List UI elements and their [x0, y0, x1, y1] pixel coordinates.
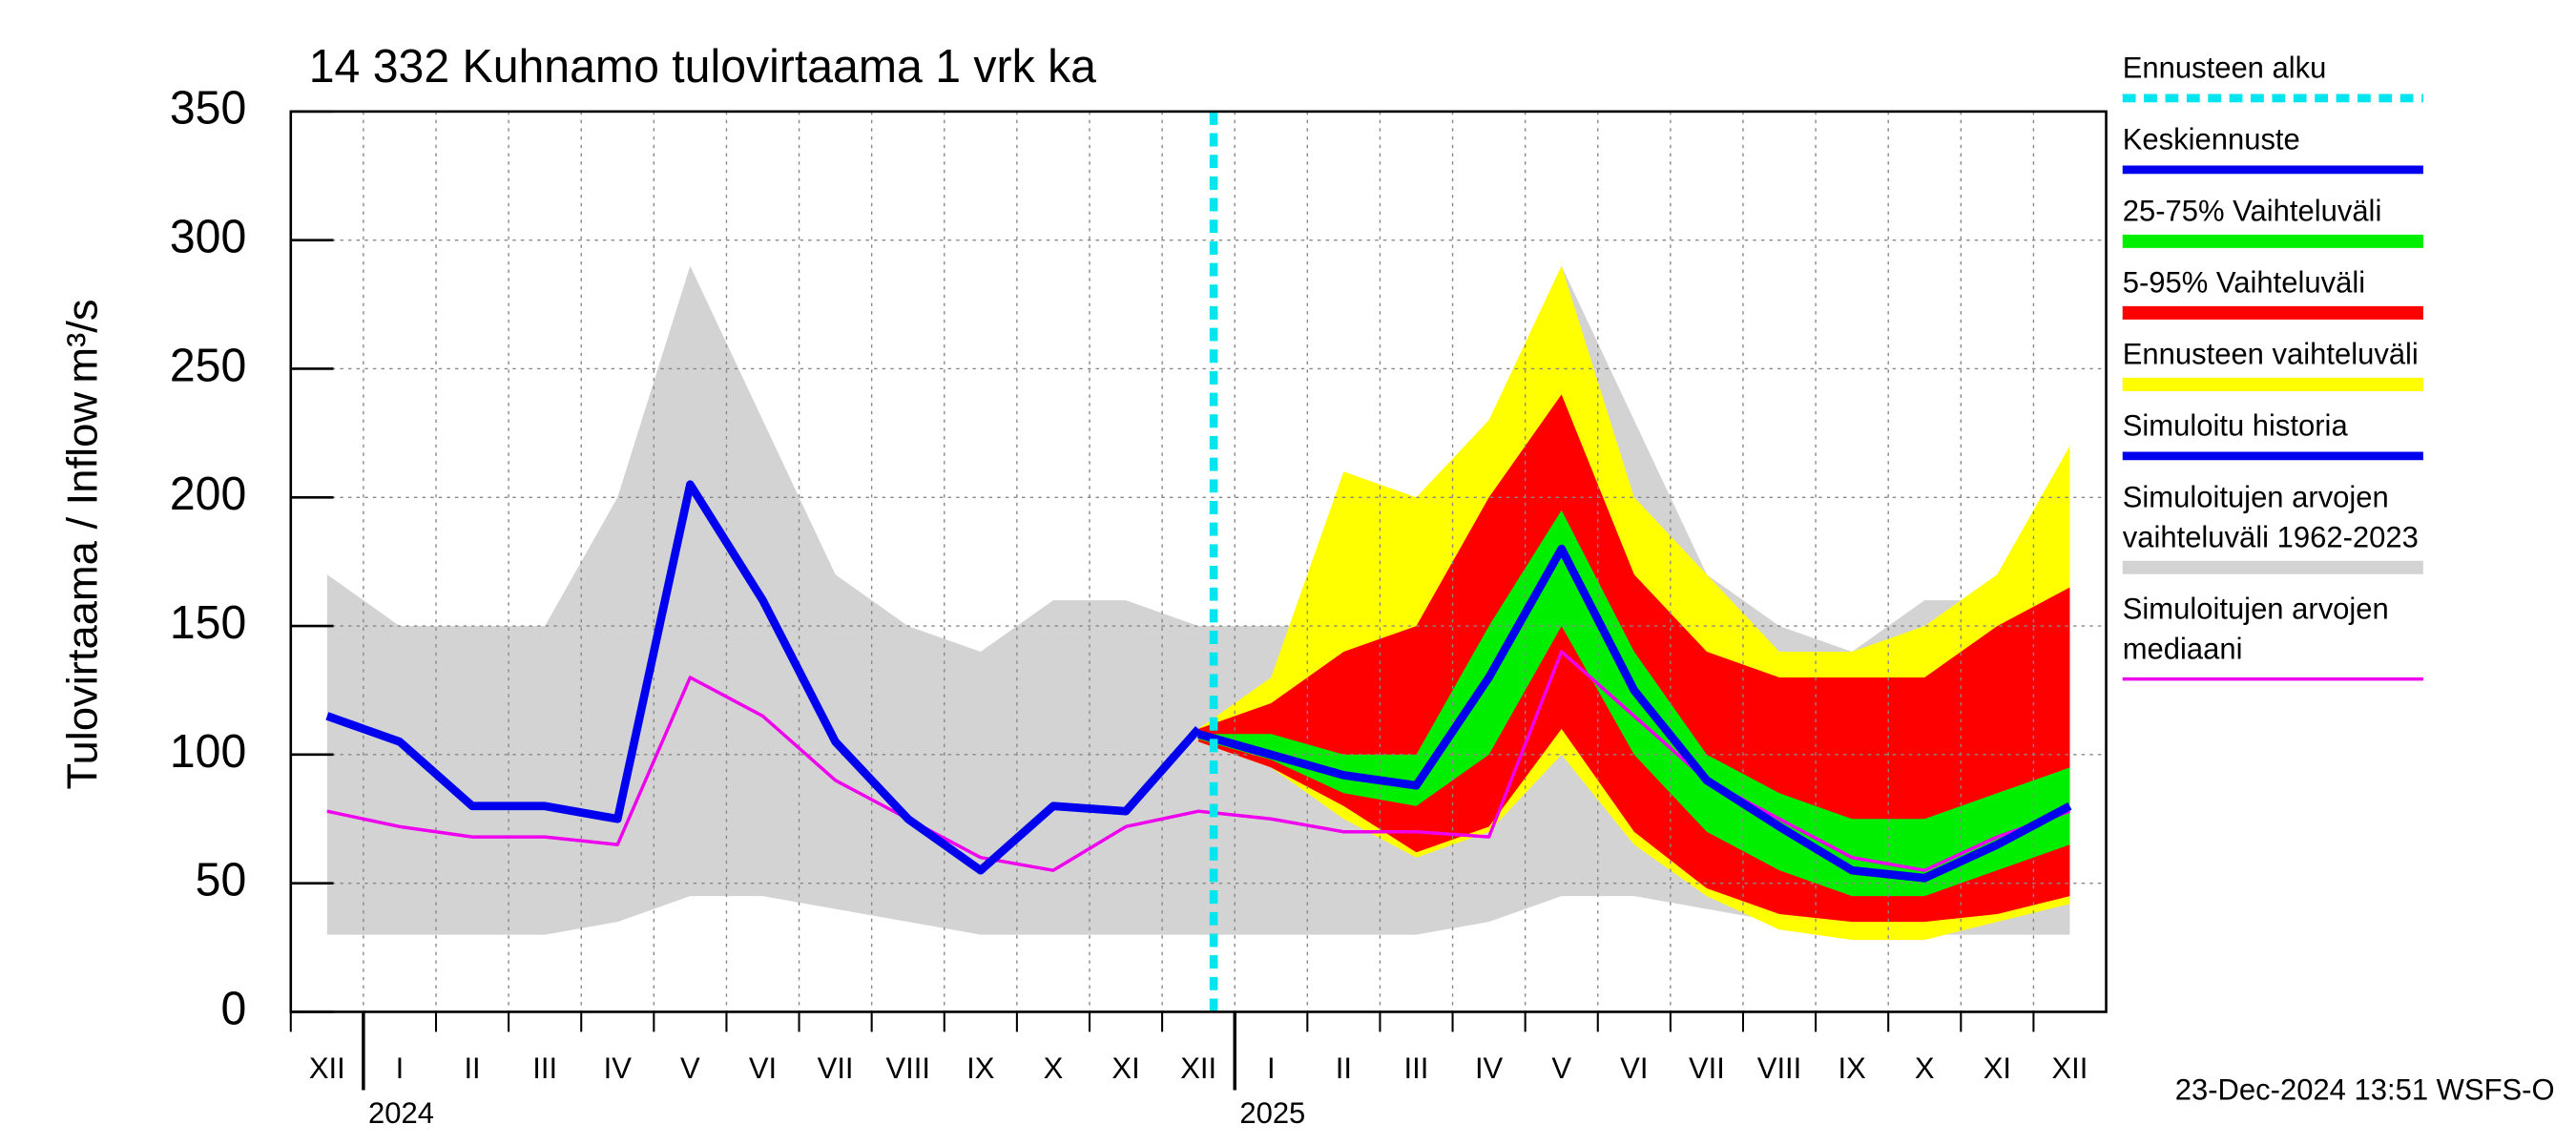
legend-label: Ennusteen vaihteluväli	[2123, 337, 2419, 370]
y-tick-label: 300	[170, 211, 246, 262]
x-tick-label: IX	[1839, 1051, 1866, 1085]
x-tick-label: I	[1267, 1051, 1276, 1085]
x-tick-label: X	[1044, 1051, 1064, 1085]
x-tick-label: XII	[1180, 1051, 1216, 1085]
y-tick-label: 200	[170, 468, 246, 520]
x-tick-label: VIII	[1757, 1051, 1801, 1085]
x-tick-label: IV	[604, 1051, 632, 1085]
line	[326, 650, 2071, 872]
legend-label: Simuloitujen arvojen	[2123, 480, 2389, 513]
x-tick-label: XII	[2052, 1051, 2088, 1085]
x-tick-label: III	[532, 1051, 557, 1085]
x-tick-label: I	[396, 1051, 405, 1085]
x-tick-label: VI	[1620, 1051, 1648, 1085]
x-tick-label: IV	[1475, 1051, 1503, 1085]
line	[325, 480, 1202, 875]
y-axis-unit: m³/s	[58, 299, 107, 383]
x-tick-label: IX	[966, 1051, 994, 1085]
x-tick-label: XI	[1111, 1051, 1139, 1085]
x-tick-label: V	[1551, 1051, 1571, 1085]
x-tick-label: XI	[1984, 1051, 2011, 1085]
y-tick-label: 100	[170, 725, 246, 777]
legend-label: vaihteluväli 1962-2023	[2123, 520, 2419, 553]
y-tick-label: 350	[170, 82, 246, 134]
x-tick-label: X	[1915, 1051, 1935, 1085]
legend-label: mediaani	[2123, 632, 2243, 665]
chart-title: 14 332 Kuhnamo tulovirtaama 1 vrk ka	[309, 41, 1096, 93]
y-tick-label: 150	[170, 597, 246, 649]
x-tick-label: II	[1336, 1051, 1352, 1085]
x-tick-label: II	[464, 1051, 480, 1085]
y-axis-label: Tulovirtaama / Inflow	[58, 391, 107, 789]
legend-label: 25-75% Vaihteluväli	[2123, 194, 2382, 227]
legend-label: Simuloitu historia	[2123, 408, 2349, 442]
x-tick-label: V	[680, 1051, 700, 1085]
legend-label: Simuloitujen arvojen	[2123, 592, 2389, 625]
y-tick-label: 50	[196, 854, 247, 906]
y-tick-label: 0	[220, 983, 246, 1034]
x-tick-label: VII	[1689, 1051, 1725, 1085]
footer: 23-Dec-2024 13:51 WSFS-O	[2175, 1072, 2555, 1106]
year-label: 2025	[1239, 1096, 1305, 1130]
plot-frame	[289, 110, 2108, 1013]
x-tick-label: XII	[309, 1051, 345, 1085]
band	[1198, 510, 2070, 897]
x-tick-label: VI	[749, 1051, 777, 1085]
legend-label: Ennusteen alku	[2123, 51, 2327, 84]
year-label: 2024	[368, 1096, 434, 1130]
x-tick-label: III	[1404, 1051, 1429, 1085]
y-tick-label: 250	[170, 340, 246, 391]
line	[1196, 544, 2072, 883]
x-tick-label: VII	[818, 1051, 854, 1085]
legend-label: 5-95% Vaihteluväli	[2123, 265, 2365, 299]
legend-label: Keskiennuste	[2123, 122, 2300, 156]
x-tick-label: VIII	[885, 1051, 929, 1085]
